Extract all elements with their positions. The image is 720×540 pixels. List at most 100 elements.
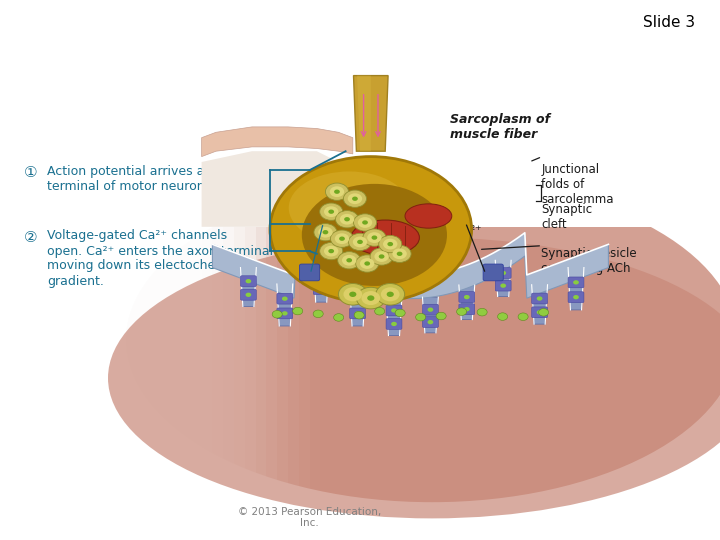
Polygon shape	[202, 151, 360, 227]
Circle shape	[246, 293, 251, 297]
Polygon shape	[202, 127, 353, 157]
Text: Ca²⁺: Ca²⁺	[456, 224, 482, 237]
Circle shape	[338, 252, 361, 269]
Polygon shape	[313, 259, 329, 302]
Circle shape	[318, 227, 333, 238]
Circle shape	[362, 220, 368, 225]
Circle shape	[391, 308, 397, 313]
Circle shape	[498, 313, 508, 320]
Circle shape	[500, 284, 506, 288]
FancyBboxPatch shape	[568, 277, 584, 288]
Circle shape	[536, 310, 542, 314]
Circle shape	[314, 224, 337, 241]
FancyBboxPatch shape	[0, 0, 288, 540]
Circle shape	[246, 279, 251, 284]
FancyBboxPatch shape	[350, 293, 366, 304]
Circle shape	[330, 186, 344, 197]
Ellipse shape	[302, 184, 447, 286]
Circle shape	[324, 206, 338, 217]
Circle shape	[573, 295, 579, 299]
Ellipse shape	[289, 172, 410, 244]
FancyBboxPatch shape	[0, 0, 720, 227]
FancyBboxPatch shape	[240, 276, 256, 287]
Circle shape	[282, 311, 288, 315]
Polygon shape	[495, 260, 511, 296]
Circle shape	[343, 190, 366, 207]
Text: Voltage-gated Ca²⁺ channels
open. Ca²⁺ enters the axon terminal
moving down its : Voltage-gated Ca²⁺ channels open. Ca²⁺ e…	[47, 230, 273, 287]
Circle shape	[392, 248, 407, 259]
Text: Action potential arrives at axon
terminal of motor neuron.: Action potential arrives at axon termina…	[47, 165, 243, 193]
FancyBboxPatch shape	[0, 0, 299, 540]
Circle shape	[353, 237, 367, 247]
Polygon shape	[212, 233, 608, 299]
Ellipse shape	[126, 178, 720, 502]
FancyBboxPatch shape	[0, 0, 245, 540]
Circle shape	[272, 310, 282, 318]
Ellipse shape	[351, 220, 419, 255]
FancyBboxPatch shape	[531, 293, 547, 304]
FancyBboxPatch shape	[483, 264, 503, 281]
FancyBboxPatch shape	[0, 0, 223, 540]
FancyBboxPatch shape	[423, 317, 438, 328]
Circle shape	[355, 311, 361, 315]
Circle shape	[436, 312, 446, 320]
Polygon shape	[350, 284, 366, 326]
Circle shape	[348, 193, 362, 204]
Circle shape	[536, 296, 542, 301]
Text: Ca²⁺: Ca²⁺	[313, 224, 340, 237]
FancyBboxPatch shape	[495, 280, 511, 291]
Circle shape	[354, 214, 377, 231]
FancyBboxPatch shape	[277, 293, 293, 304]
Circle shape	[346, 258, 352, 262]
Circle shape	[354, 312, 364, 319]
Polygon shape	[240, 268, 256, 307]
Circle shape	[428, 320, 433, 325]
Circle shape	[477, 308, 487, 316]
Circle shape	[518, 313, 528, 321]
Circle shape	[367, 232, 382, 243]
Circle shape	[397, 252, 402, 256]
FancyBboxPatch shape	[0, 0, 202, 540]
Circle shape	[349, 292, 356, 297]
Circle shape	[318, 272, 324, 276]
Polygon shape	[459, 285, 474, 320]
FancyBboxPatch shape	[350, 308, 366, 319]
Polygon shape	[357, 76, 371, 151]
Text: Junctional
folds of
sarcolemma: Junctional folds of sarcolemma	[541, 163, 614, 206]
Polygon shape	[568, 268, 584, 310]
Polygon shape	[423, 297, 438, 333]
FancyBboxPatch shape	[459, 292, 474, 302]
Polygon shape	[277, 284, 293, 326]
Text: Axon terminal
of motor neuron: Axon terminal of motor neuron	[299, 259, 407, 287]
Circle shape	[364, 261, 370, 266]
FancyBboxPatch shape	[0, 0, 256, 540]
Circle shape	[343, 287, 362, 301]
Circle shape	[282, 296, 288, 301]
Circle shape	[313, 310, 323, 318]
Circle shape	[320, 203, 343, 220]
Circle shape	[338, 284, 367, 305]
Circle shape	[325, 183, 348, 200]
Circle shape	[379, 235, 402, 253]
Circle shape	[292, 307, 302, 315]
Circle shape	[318, 287, 324, 291]
Circle shape	[356, 287, 385, 309]
Circle shape	[456, 308, 467, 315]
Circle shape	[391, 322, 397, 326]
FancyBboxPatch shape	[300, 264, 320, 281]
FancyBboxPatch shape	[423, 304, 438, 315]
Text: Fusing synaptic
vesicle(s): Fusing synaptic vesicle(s)	[301, 215, 405, 243]
Circle shape	[344, 217, 350, 221]
Circle shape	[573, 280, 579, 285]
Text: Slide 3: Slide 3	[643, 15, 695, 30]
Circle shape	[339, 237, 345, 241]
Circle shape	[379, 254, 384, 259]
FancyBboxPatch shape	[0, 0, 266, 540]
Circle shape	[348, 233, 372, 251]
FancyBboxPatch shape	[313, 284, 329, 294]
Circle shape	[320, 242, 343, 260]
Circle shape	[323, 230, 328, 234]
Circle shape	[464, 295, 469, 299]
Circle shape	[387, 242, 393, 246]
Circle shape	[324, 246, 338, 256]
